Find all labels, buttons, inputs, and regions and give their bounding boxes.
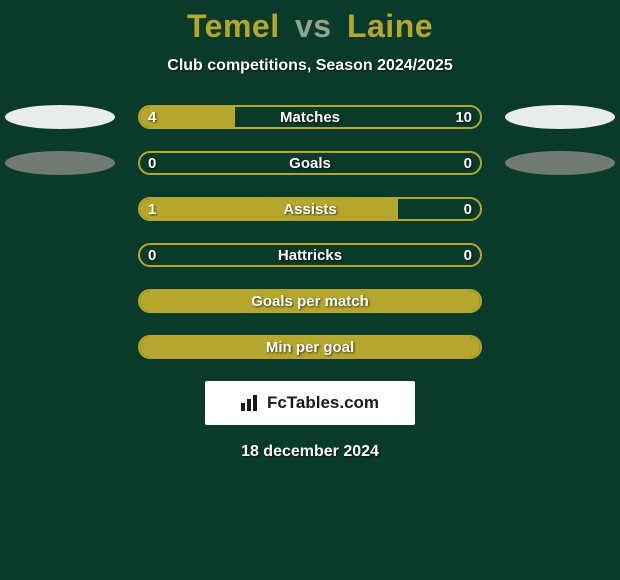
stat-bar: Min per goal: [138, 335, 482, 359]
stat-bar: Hattricks: [138, 243, 482, 267]
chart-icon: [241, 395, 261, 411]
ellipse-left: [5, 151, 115, 175]
subtitle: Club competitions, Season 2024/2025: [0, 57, 620, 75]
stat-value-right: 0: [464, 243, 472, 267]
date: 18 december 2024: [0, 443, 620, 461]
logo: FcTables.com: [241, 393, 379, 413]
ellipse-right: [505, 105, 615, 129]
stat-label: Goals: [140, 153, 480, 173]
stat-bar: Assists: [138, 197, 482, 221]
stat-label: Hattricks: [140, 245, 480, 265]
ellipse-right: [505, 151, 615, 175]
logo-box: FcTables.com: [205, 381, 415, 425]
stat-rows: Matches410Goals00Assists10Hattricks00Goa…: [0, 105, 620, 359]
stat-label: Min per goal: [140, 337, 480, 357]
stat-label: Assists: [140, 199, 480, 219]
stat-value-right: 0: [464, 151, 472, 175]
player2-name: Laine: [347, 8, 433, 44]
stat-row: Goals per match: [0, 289, 620, 313]
stat-bar: Goals: [138, 151, 482, 175]
stat-row: Hattricks0 0: [0, 243, 620, 267]
logo-text: FcTables.com: [267, 393, 379, 413]
stat-row: Goals0 0: [0, 151, 620, 175]
vs-text: vs: [295, 8, 332, 44]
player1-name: Temel: [187, 8, 280, 44]
stat-value-left: 0: [148, 243, 156, 267]
stat-value-left: 4: [148, 105, 156, 129]
stat-bar: Goals per match: [138, 289, 482, 313]
stat-value-left: 1: [148, 197, 156, 221]
stat-row: Assists1 0: [0, 197, 620, 221]
stat-bar: Matches: [138, 105, 482, 129]
title: Temel vs Laine: [0, 8, 620, 45]
stat-row: Min per goal: [0, 335, 620, 359]
ellipse-left: [5, 105, 115, 129]
stat-label: Goals per match: [140, 291, 480, 311]
stat-row: Matches4 10: [0, 105, 620, 129]
comparison-card: Temel vs Laine Club competitions, Season…: [0, 0, 620, 461]
stat-value-left: 0: [148, 151, 156, 175]
stat-label: Matches: [140, 107, 480, 127]
stat-value-right: 10: [455, 105, 472, 129]
stat-value-right: 0: [464, 197, 472, 221]
